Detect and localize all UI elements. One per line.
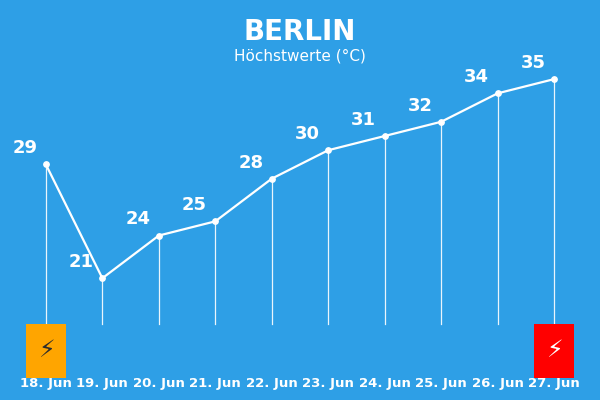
Point [380,133,389,139]
Text: 19. Jun: 19. Jun [76,377,128,390]
Text: 18. Jun: 18. Jun [20,377,72,390]
FancyBboxPatch shape [534,324,574,378]
Point [323,147,333,154]
Text: 21. Jun: 21. Jun [190,377,241,390]
FancyBboxPatch shape [26,324,66,378]
Text: 27. Jun: 27. Jun [528,377,580,390]
Point [550,76,559,82]
Text: ⚡: ⚡ [546,338,562,362]
Text: 24. Jun: 24. Jun [359,377,410,390]
Point [436,118,446,125]
Text: ⚡: ⚡ [38,338,54,362]
Point [98,275,107,282]
Text: 23. Jun: 23. Jun [302,377,354,390]
Text: 34: 34 [464,68,489,86]
Text: 35: 35 [521,54,545,72]
Text: 25. Jun: 25. Jun [415,377,467,390]
Text: 29: 29 [13,139,37,157]
Point [211,218,220,224]
Text: 25: 25 [182,196,207,214]
Text: 20. Jun: 20. Jun [133,377,185,390]
Text: 28: 28 [238,154,263,172]
Point [41,161,50,168]
Text: 21: 21 [69,253,94,271]
Point [154,232,164,239]
Point [493,90,502,96]
Text: 30: 30 [295,125,320,143]
Text: Höchstwerte (°C): Höchstwerte (°C) [234,48,366,63]
Text: 24: 24 [125,210,151,228]
Point [267,176,277,182]
Text: 22. Jun: 22. Jun [246,377,298,390]
Text: 31: 31 [351,111,376,129]
Text: 26. Jun: 26. Jun [472,377,524,390]
Text: 32: 32 [408,97,433,115]
Text: BERLIN: BERLIN [244,18,356,46]
